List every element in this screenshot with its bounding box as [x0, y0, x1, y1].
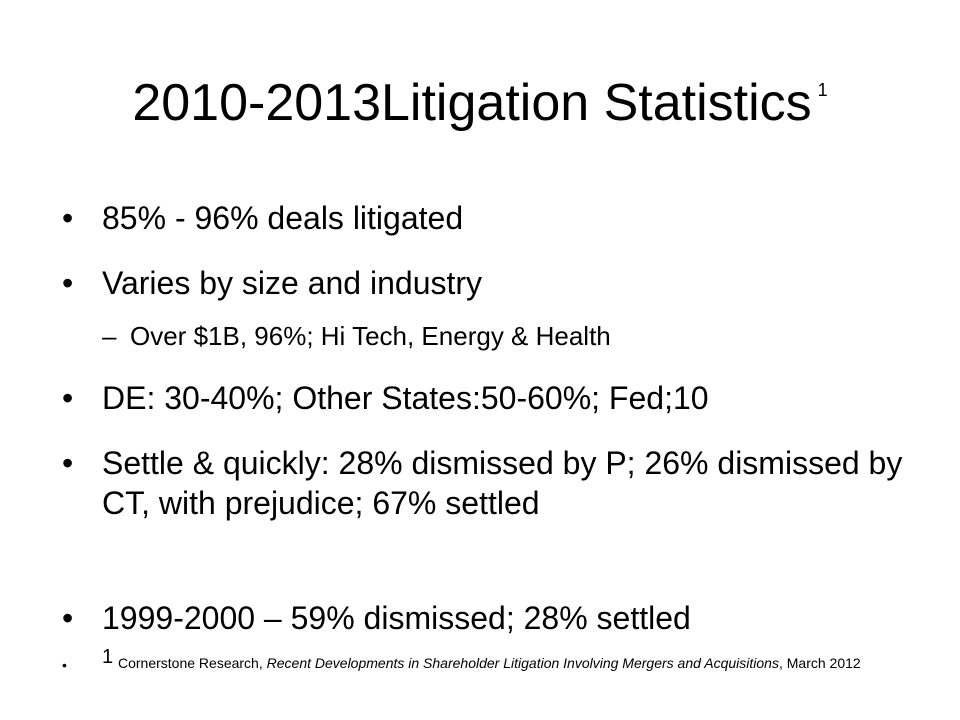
bullet-dot: • [62, 600, 74, 636]
slide-title: 2010-2013Litigation Statistics 1 [0, 60, 960, 133]
bullet-text: Varies by size and industry [102, 265, 483, 301]
footnote-date: , March 2012 [778, 655, 861, 671]
bullet-text: 1999-2000 – 59% dismissed; 28% settled [102, 600, 691, 636]
footnote-text: Cornerstone Research, Recent Development… [118, 653, 861, 673]
bullet-dot: • [62, 265, 74, 301]
bullet-dot: • [62, 445, 74, 481]
footnote-publication-title: Recent Developments in Shareholder Litig… [266, 655, 779, 671]
bullet-text: Settle & quickly: 28% dismissed by P; 26… [102, 445, 903, 521]
title-footnote-marker: 1 [817, 80, 828, 100]
bullet-text: DE: 30-40%; Other States:50-60%; Fed;10 [102, 380, 709, 416]
sub-bullet-text: Over $1B, 96%; Hi Tech, Energy & Health [130, 321, 611, 351]
title-text: 2010-2013Litigation Statistics [132, 74, 812, 132]
footnote-bullet-dot: • [62, 657, 67, 673]
footnote-source: Cornerstone Research, [118, 655, 267, 671]
sub-bullet-dash: – [102, 321, 117, 351]
footnote-marker: 1 [102, 646, 114, 668]
bullet-dot: • [62, 380, 74, 416]
bullet-dot: • [62, 200, 74, 236]
bullet-text: 85% - 96% deals litigated [102, 200, 464, 236]
